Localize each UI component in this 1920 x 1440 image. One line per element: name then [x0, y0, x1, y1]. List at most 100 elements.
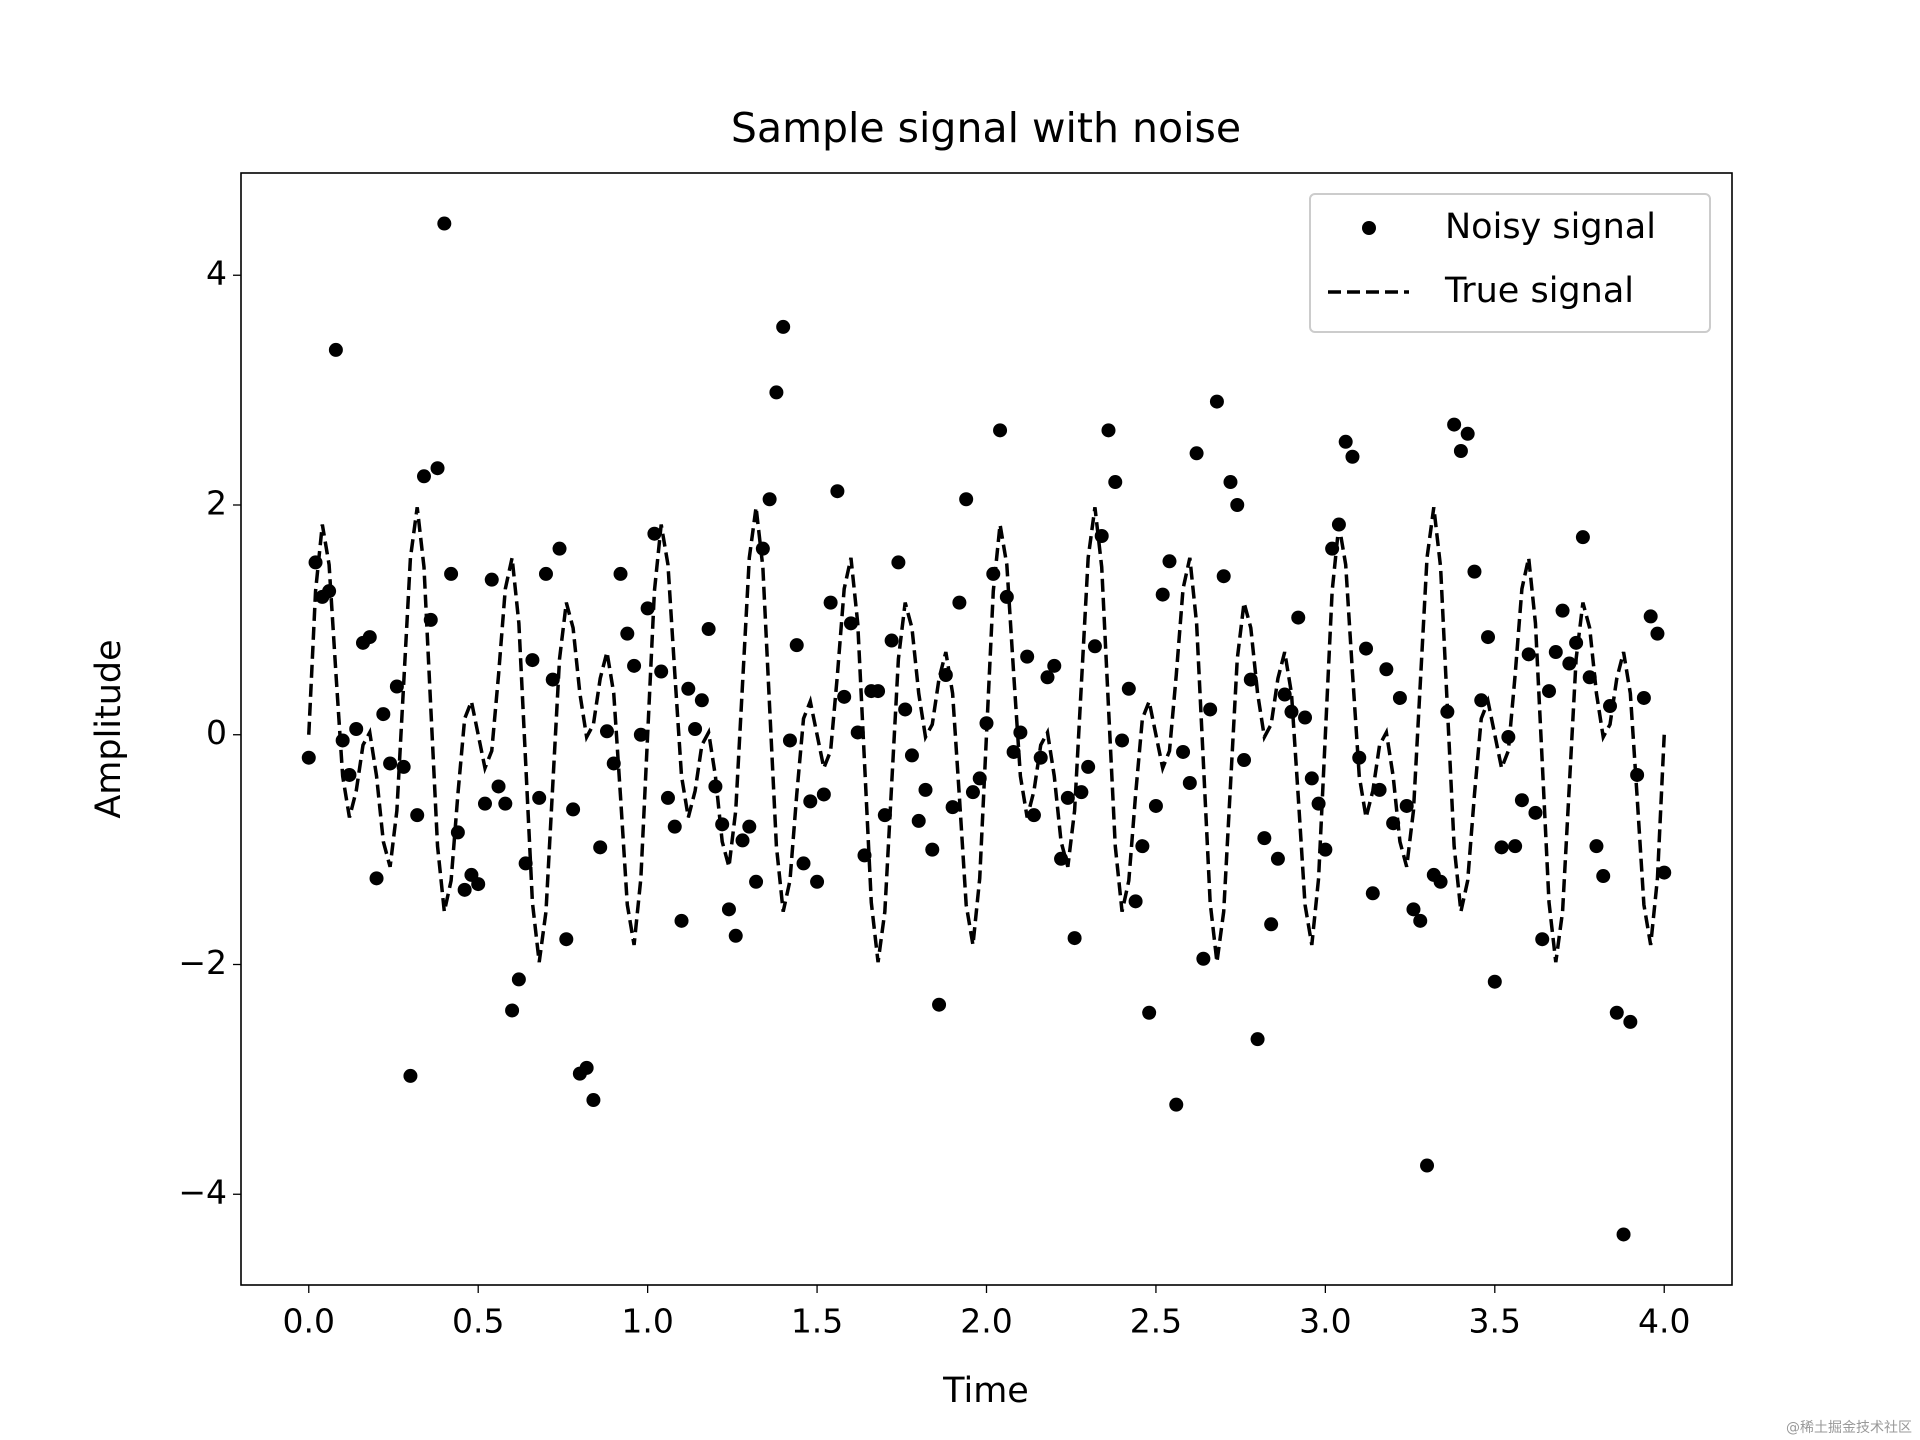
- x-tick-label: 3.0: [1299, 1302, 1351, 1341]
- data-point: [1596, 869, 1611, 884]
- data-point: [810, 874, 825, 889]
- data-point: [1392, 690, 1407, 705]
- data-point: [674, 913, 689, 928]
- data-point: [1223, 475, 1238, 490]
- data-point: [471, 877, 486, 892]
- data-point: [620, 626, 635, 641]
- data-point: [613, 566, 628, 581]
- data-point: [952, 595, 967, 610]
- data-point: [654, 664, 669, 679]
- data-point: [837, 689, 852, 704]
- y-tick-label: 2: [206, 483, 227, 522]
- data-point: [1555, 603, 1570, 618]
- data-point: [1487, 974, 1502, 989]
- data-point: [1081, 759, 1096, 774]
- data-point: [1169, 1097, 1184, 1112]
- data-point: [1047, 658, 1062, 673]
- data-point: [1643, 609, 1658, 624]
- data-point: [1033, 750, 1048, 765]
- x-tick-label: 3.5: [1469, 1302, 1521, 1341]
- data-point: [633, 727, 648, 742]
- data-point: [538, 566, 553, 581]
- data-point: [904, 748, 919, 763]
- data-point: [721, 902, 736, 917]
- data-point: [559, 932, 574, 947]
- x-tick-label: 0.0: [283, 1302, 335, 1341]
- data-point: [965, 785, 980, 800]
- data-point: [715, 817, 730, 832]
- data-point: [1460, 426, 1475, 441]
- data-point: [599, 724, 614, 739]
- data-point: [640, 601, 655, 616]
- data-point: [749, 874, 764, 889]
- legend-swatch: [1362, 221, 1376, 235]
- data-point: [789, 638, 804, 653]
- data-point: [477, 796, 492, 811]
- data-point: [911, 813, 926, 828]
- data-point: [1535, 932, 1550, 947]
- y-tick-label: −2: [178, 943, 227, 982]
- plot-frame: [240, 172, 1733, 1286]
- data-point: [1203, 702, 1218, 717]
- legend-label: Noisy signal: [1445, 207, 1656, 247]
- data-point: [884, 633, 899, 648]
- data-point: [1020, 649, 1035, 664]
- data-point: [579, 1060, 594, 1075]
- data-point: [1528, 805, 1543, 820]
- data-point: [1209, 394, 1224, 409]
- data-point: [383, 756, 398, 771]
- data-point: [1508, 839, 1523, 854]
- data-point: [762, 492, 777, 507]
- data-point: [1230, 497, 1245, 512]
- data-point: [1135, 839, 1150, 854]
- data-point: [1406, 902, 1421, 917]
- data-point: [593, 840, 608, 855]
- chart-title: Sample signal with noise: [731, 104, 1241, 152]
- data-point: [627, 658, 642, 673]
- data-point: [1250, 1032, 1265, 1047]
- data-point: [1026, 808, 1041, 823]
- data-point: [660, 790, 675, 805]
- data-point: [1087, 639, 1102, 654]
- data-point: [1291, 610, 1306, 625]
- data-point: [647, 526, 662, 541]
- data-point: [328, 342, 343, 357]
- data-point: [830, 484, 845, 499]
- data-point: [1413, 913, 1428, 928]
- x-tick-label: 2.0: [960, 1302, 1012, 1341]
- data-point: [349, 722, 364, 736]
- data-point: [1067, 931, 1082, 946]
- data-point: [993, 423, 1008, 438]
- data-point: [1575, 530, 1590, 545]
- data-point: [1589, 839, 1604, 854]
- data-point: [796, 856, 811, 871]
- data-point: [782, 733, 797, 748]
- y-tick-label: −4: [178, 1173, 227, 1212]
- data-point: [1298, 710, 1313, 725]
- data-point: [681, 681, 696, 696]
- data-point: [1399, 798, 1414, 813]
- data-point: [945, 800, 960, 815]
- data-point: [816, 787, 831, 802]
- data-point: [1121, 681, 1136, 696]
- y-tick-label: 4: [206, 254, 227, 293]
- data-point: [1616, 1227, 1631, 1242]
- data-point: [871, 684, 886, 699]
- data-point: [769, 385, 784, 400]
- data-point: [1359, 641, 1374, 656]
- data-point: [1548, 645, 1563, 660]
- data-point: [586, 1093, 601, 1108]
- data-point: [491, 779, 506, 794]
- data-point: [1243, 672, 1258, 687]
- data-point: [735, 833, 750, 848]
- data-point: [403, 1068, 418, 1083]
- data-point: [1420, 1158, 1435, 1173]
- data-point: [1040, 670, 1055, 685]
- data-point: [742, 819, 757, 834]
- data-point: [1494, 840, 1509, 855]
- data-point: [1264, 917, 1279, 932]
- data-point: [301, 750, 316, 765]
- data-point: [1433, 874, 1448, 889]
- data-point: [1379, 662, 1394, 677]
